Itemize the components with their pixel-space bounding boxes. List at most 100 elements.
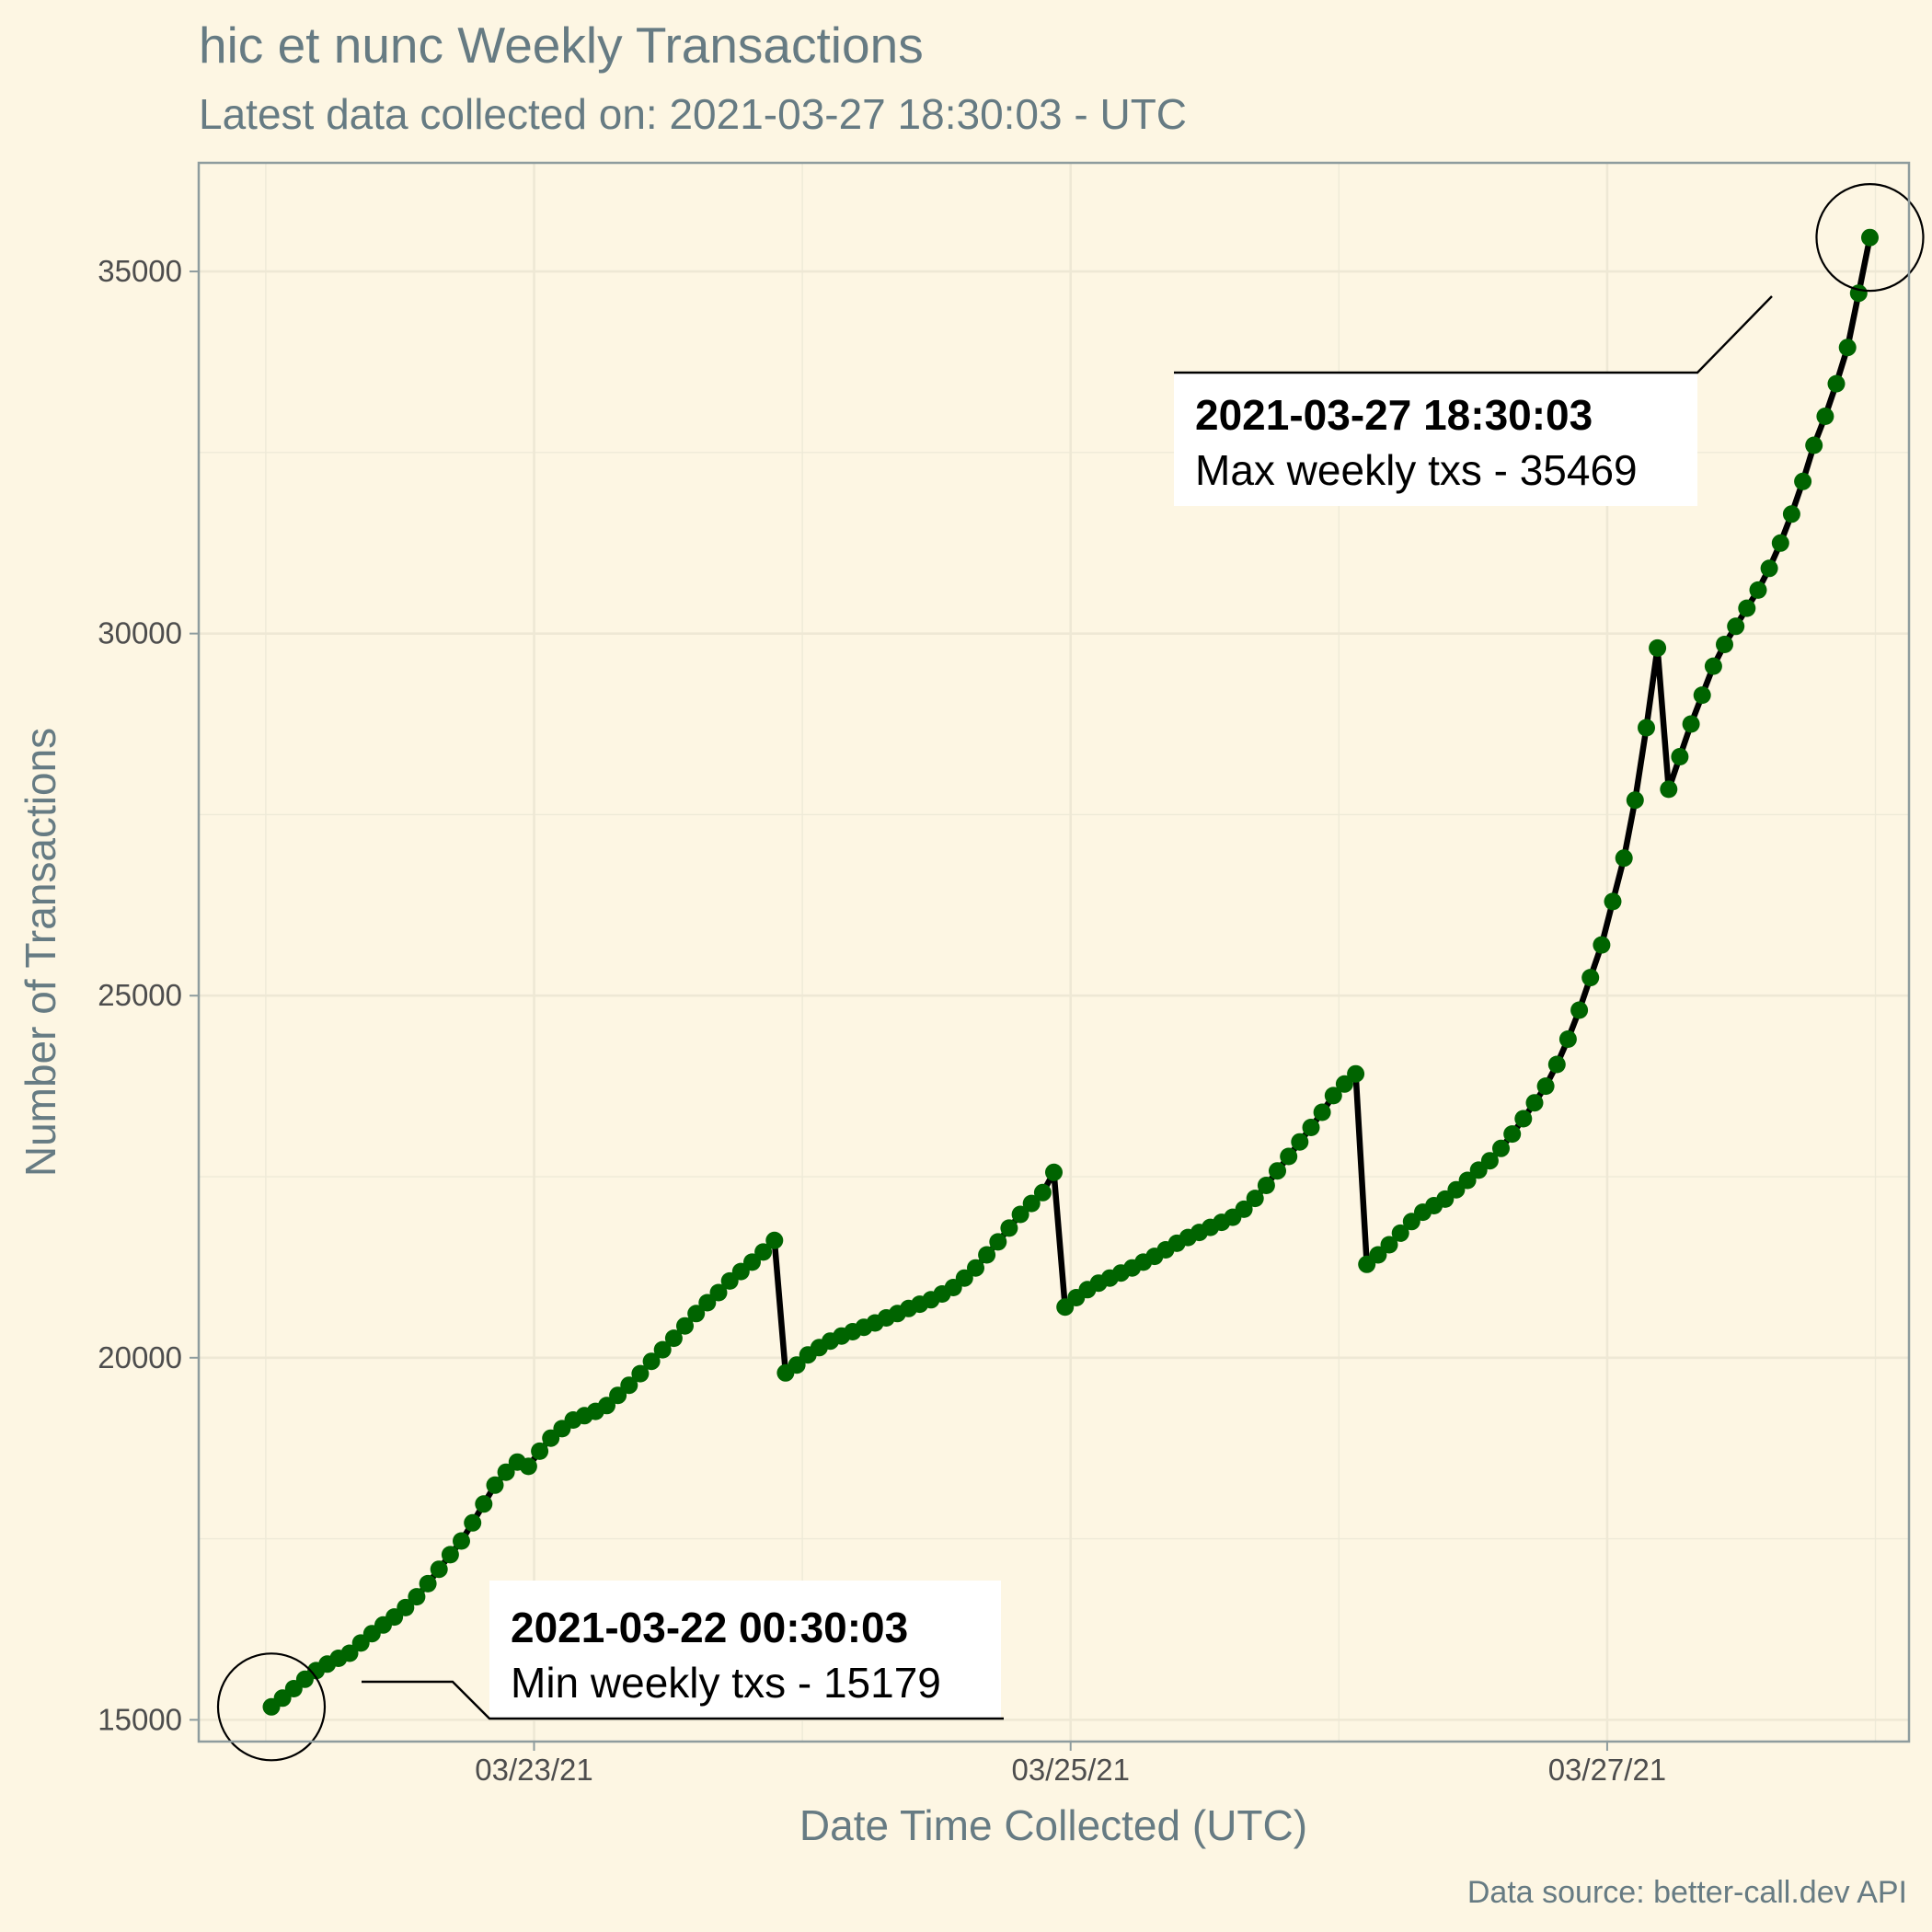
annotation-layer: 2021-03-22 00:30:03 Min weekly txs - 1517… <box>216 183 1925 1762</box>
chart-subtitle: Latest data collected on: 2021-03-27 18:… <box>199 90 1187 138</box>
x-tick-label: 03/25/21 <box>1011 1753 1129 1787</box>
chart-title: hic et nunc Weekly Transactions <box>199 17 924 74</box>
min-annotation-leader <box>362 1680 1004 1720</box>
data-point <box>1693 686 1711 705</box>
data-point <box>464 1513 482 1532</box>
max-highlight-circle <box>1815 183 1925 293</box>
data-point <box>1738 599 1756 617</box>
data-point <box>1000 1219 1018 1237</box>
data-point <box>698 1294 717 1312</box>
y-axis-title: Number of Transactions <box>17 728 64 1177</box>
data-point <box>475 1495 493 1513</box>
data-point <box>1593 936 1611 954</box>
panel-border <box>197 161 1911 1743</box>
data-point <box>1827 374 1846 393</box>
data-point <box>397 1598 415 1616</box>
data-point <box>1324 1087 1342 1105</box>
data-point <box>676 1317 694 1335</box>
data-point <box>453 1532 470 1550</box>
data-point <box>1313 1103 1331 1121</box>
data-point <box>1022 1194 1041 1213</box>
data-point <box>1525 1094 1544 1112</box>
data-point <box>1369 1246 1387 1264</box>
data-point <box>709 1283 728 1302</box>
data-point <box>408 1588 426 1606</box>
data-point <box>340 1644 359 1662</box>
data-point <box>687 1305 706 1323</box>
data-point <box>430 1560 448 1579</box>
data-point <box>1246 1190 1264 1208</box>
data-point <box>1638 719 1655 737</box>
data-point <box>955 1269 973 1287</box>
data-point <box>1626 791 1644 810</box>
max-annotation-text: Max weekly txs - 35469 <box>1195 446 1638 494</box>
data-point <box>1660 780 1678 799</box>
data-point <box>1380 1236 1398 1254</box>
data-point <box>1671 748 1689 765</box>
data-point <box>1291 1133 1309 1151</box>
data-point <box>1749 581 1767 599</box>
data-point <box>1771 534 1789 552</box>
data-point <box>1581 969 1600 987</box>
data-point <box>1492 1139 1510 1157</box>
data-point <box>1235 1200 1253 1218</box>
y-tick-label: 20000 <box>98 1340 182 1374</box>
data-point <box>1480 1152 1499 1170</box>
data-point <box>1615 849 1633 868</box>
x-axis-title: Date Time Collected (UTC) <box>799 1801 1307 1849</box>
min-annotation-title: 2021-03-22 00:30:03 <box>511 1604 908 1651</box>
data-point <box>1861 228 1879 247</box>
data-point <box>1547 1055 1566 1074</box>
data-point <box>1805 436 1823 454</box>
data-point <box>1503 1125 1522 1144</box>
max-annotation-leader <box>1174 295 1773 374</box>
data-point <box>1045 1163 1063 1181</box>
data-point <box>609 1386 627 1405</box>
max-annotation-box <box>1174 373 1697 506</box>
data-point <box>989 1233 1007 1251</box>
data-point <box>765 1231 784 1249</box>
data-point <box>1458 1171 1477 1190</box>
data-point <box>631 1364 650 1383</box>
data-point <box>788 1356 806 1374</box>
data-point <box>1570 1001 1589 1019</box>
caption: Data source: better-call.dev API <box>1467 1875 1907 1910</box>
y-tick-label: 25000 <box>98 978 182 1012</box>
max-annotation-title: 2021-03-27 18:30:03 <box>1195 391 1593 439</box>
y-tick-label: 15000 <box>98 1702 182 1736</box>
x-tick-label: 03/27/21 <box>1548 1753 1666 1787</box>
grid <box>199 163 1909 1742</box>
data-point <box>978 1246 996 1264</box>
data-point <box>531 1442 549 1460</box>
data-point <box>519 1457 537 1476</box>
data-point <box>1682 715 1700 733</box>
min-annotation-box <box>489 1581 1001 1719</box>
data-point <box>1604 892 1622 911</box>
min-highlight-circle <box>216 1652 327 1762</box>
data-point <box>967 1259 984 1277</box>
data-point <box>1727 617 1745 636</box>
y-tick-label: 35000 <box>98 254 182 288</box>
data-point <box>1704 657 1722 675</box>
x-tick-label: 03/23/21 <box>475 1753 592 1787</box>
data-point <box>497 1463 515 1481</box>
data-point <box>1257 1177 1275 1194</box>
data-point <box>754 1243 773 1261</box>
data-point <box>419 1574 437 1593</box>
data-point <box>1760 559 1778 578</box>
data-point <box>1033 1183 1052 1202</box>
data-point <box>486 1476 504 1494</box>
data-point <box>1391 1224 1409 1242</box>
series-layer <box>262 228 1879 1716</box>
data-point <box>1514 1110 1533 1128</box>
data-point <box>1335 1075 1353 1093</box>
data-point <box>642 1352 661 1371</box>
data-point <box>1558 1030 1577 1048</box>
data-point <box>1269 1162 1286 1180</box>
data-point <box>1794 472 1812 490</box>
data-point <box>653 1340 672 1359</box>
min-annotation-text: Min weekly txs - 15179 <box>511 1659 941 1707</box>
data-point <box>1816 408 1834 425</box>
data-point <box>1716 636 1733 653</box>
